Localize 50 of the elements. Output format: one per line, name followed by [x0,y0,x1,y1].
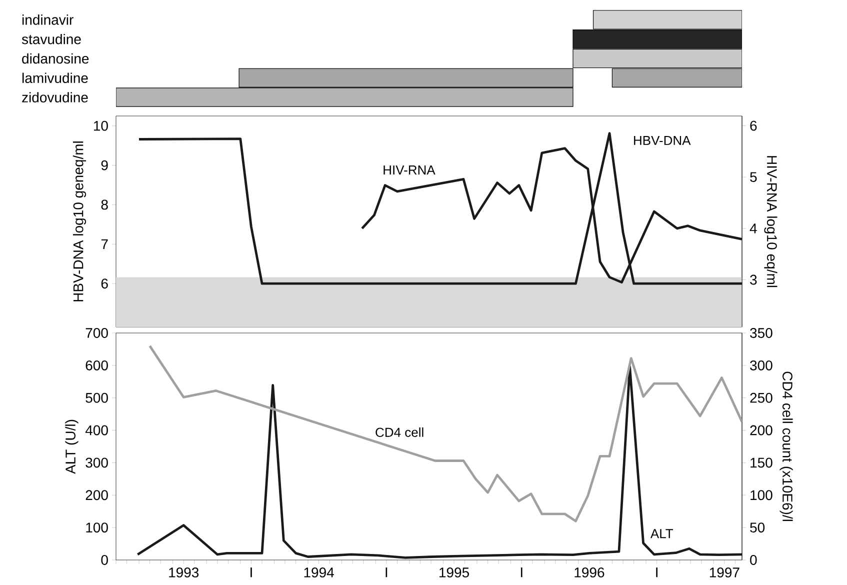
x-tick-label: I [386,568,388,578]
annotation: HIV-RNA [384,166,436,174]
y2-tick-label: 250 [750,392,772,403]
y-tick-label: stavudine [22,34,81,44]
x-tick-label: I [656,568,658,578]
line-series [148,344,742,522]
y-tick-label: indinavir [22,14,74,25]
x-tick-label: 1996 [574,568,604,578]
y-tick-label: lamivudine [22,72,88,84]
y2-tick-label: 50 [750,522,765,533]
annotation: CD4 cell [376,427,424,437]
x-tick-label: 1993 [169,568,199,578]
y-tick-label: 600 [86,360,108,370]
y2-axis-title: CD4 cell count (x10E6)/l [780,372,793,521]
y-tick-label: 0 [101,555,108,565]
y-tick-label: 7 [101,239,108,249]
x-tick-label: 1995 [440,568,469,578]
y-tick-label: 200 [86,490,108,500]
annotation: ALT [650,529,674,538]
y2-axis-title: HIV-RNA log10 eq/ml [764,156,778,288]
x-tick-label: I [250,568,252,578]
y2-tick-label: 100 [750,490,772,500]
y-axis-title: ALT (U/l) [65,420,78,474]
y-tick-label: 8 [101,200,108,210]
y2-tick-label: 5 [750,172,757,182]
x-tick-label: I [520,568,522,578]
y2-tick-label: 200 [750,425,772,436]
y-tick-label: zidovudine [22,92,88,102]
y2-tick-label: 3 [750,274,757,285]
line-series [136,366,742,559]
y2-tick-label: 350 [750,328,772,338]
y-tick-label: 400 [85,425,108,436]
x-tick-label: 1997 [710,568,740,578]
y-tick-label: 9 [101,160,108,170]
y-tick-label: 6 [101,278,108,289]
y-tick-label: 500 [86,392,108,403]
y2-tick-label: 4 [750,224,757,234]
y-axis-title: HBV-DNA log10 geneq/ml [72,142,86,302]
y2-tick-label: 6 [750,120,757,131]
y-tick-label: 100 [86,522,108,533]
y-tick-label: 300 [86,458,108,468]
y2-tick-label: 150 [750,458,772,468]
annotation: HBV-DNA [634,136,691,145]
y-tick-label: didanosine [22,53,89,64]
y-tick-label: 700 [86,328,108,338]
x-tick-label: 1994 [304,568,334,578]
line-series [138,132,742,285]
y2-tick-label: 300 [750,360,772,370]
y-tick-label: 10 [94,120,108,131]
y2-tick-label: 0 [750,555,757,565]
